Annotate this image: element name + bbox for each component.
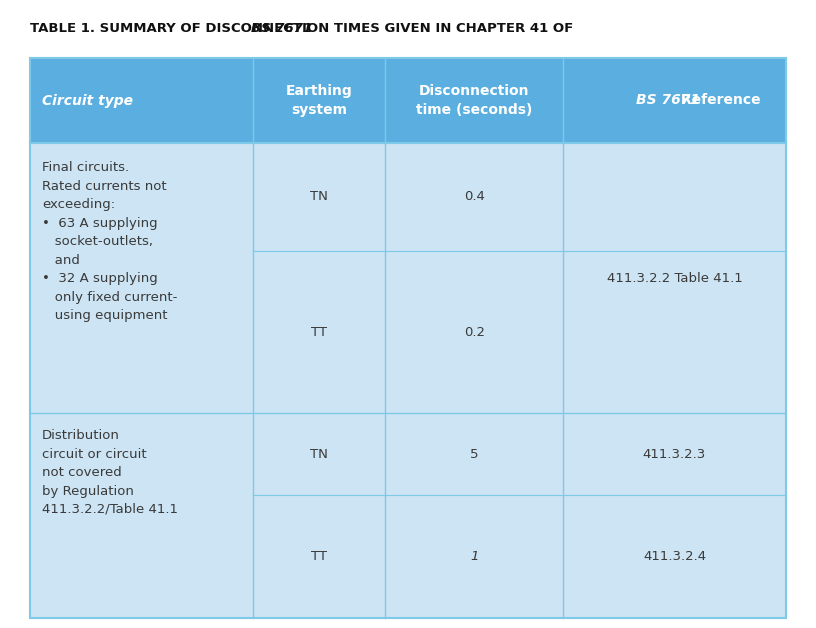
Text: Final circuits.
Rated currents not
exceeding:
•  63 A supplying
   socket-outlet: Final circuits. Rated currents not excee… — [42, 161, 177, 322]
Text: Reference: Reference — [676, 94, 761, 107]
Text: TN: TN — [310, 448, 328, 460]
Bar — [30, 58, 786, 143]
Bar — [30, 413, 786, 618]
Text: TT: TT — [311, 325, 327, 338]
Text: TN: TN — [310, 190, 328, 203]
Text: 411.3.2.2 Table 41.1: 411.3.2.2 Table 41.1 — [606, 271, 743, 284]
Text: 411.3.2.4: 411.3.2.4 — [643, 550, 706, 563]
Text: 5: 5 — [470, 448, 478, 460]
Text: Circuit type: Circuit type — [42, 94, 133, 107]
Text: TABLE 1. SUMMARY OF DISCONNECTION TIMES GIVEN IN CHAPTER 41 OF: TABLE 1. SUMMARY OF DISCONNECTION TIMES … — [30, 22, 578, 35]
Text: 0.4: 0.4 — [463, 190, 485, 203]
Bar — [30, 58, 786, 618]
Text: TT: TT — [311, 550, 327, 563]
Text: 0.2: 0.2 — [463, 325, 485, 338]
Text: BS 7671: BS 7671 — [251, 22, 312, 35]
Bar — [30, 143, 786, 413]
Text: BS 7671: BS 7671 — [636, 94, 700, 107]
Text: 1: 1 — [470, 550, 478, 563]
Text: Disconnection
time (seconds): Disconnection time (seconds) — [416, 84, 532, 117]
Text: 411.3.2.3: 411.3.2.3 — [643, 448, 706, 460]
Text: Distribution
circuit or circuit
not covered
by Regulation
411.3.2.2/Table 41.1: Distribution circuit or circuit not cove… — [42, 429, 178, 516]
Text: Earthing
system: Earthing system — [286, 84, 353, 117]
